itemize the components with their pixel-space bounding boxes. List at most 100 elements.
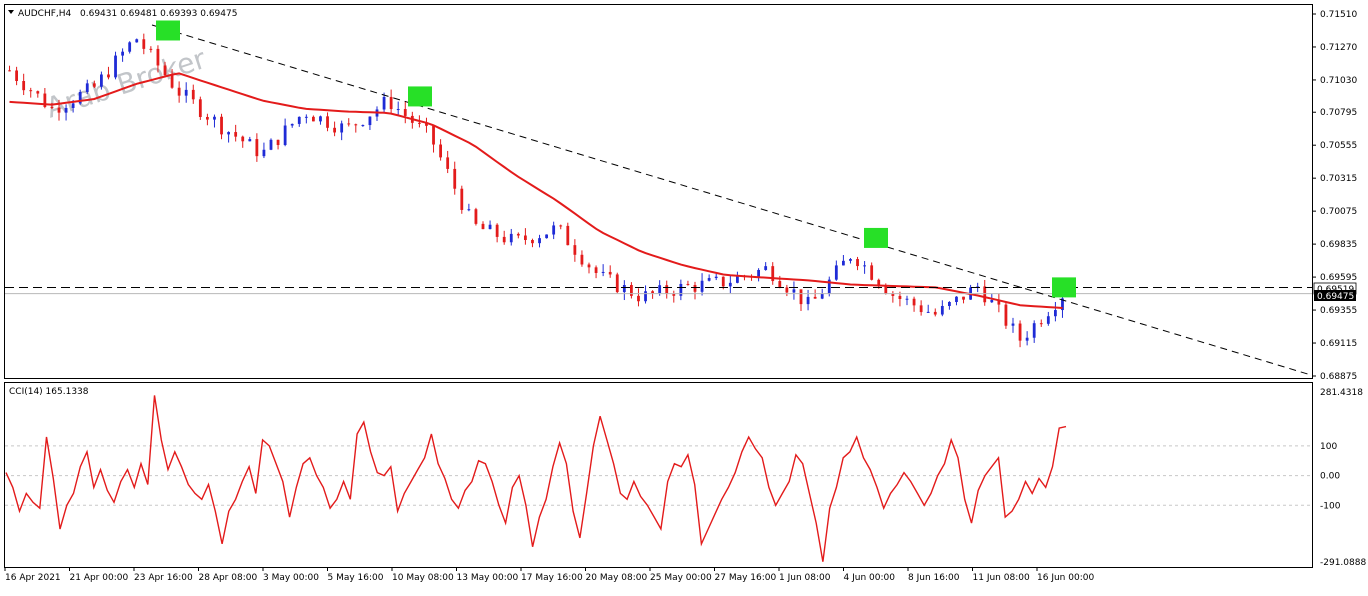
candle-body <box>1039 323 1043 325</box>
candle-body <box>418 122 421 124</box>
cci-axis: 281.4318 100 0.00 -100 -291.0888 <box>1320 388 1366 568</box>
candle-body <box>778 281 782 288</box>
candle-body <box>502 236 506 243</box>
touch-highlight-box <box>864 227 888 248</box>
candle-body <box>679 283 683 296</box>
touch-highlight-box <box>156 20 180 41</box>
candle-body <box>8 70 11 72</box>
candle-body <box>100 74 103 87</box>
candle-body <box>644 291 647 302</box>
candle-body <box>29 90 33 92</box>
candle-body <box>446 157 450 169</box>
price-axis: 0.71510 0.71270 0.71030 0.70795 0.70555 0.703… <box>1312 10 1357 382</box>
candles-layer <box>8 33 1064 348</box>
candle-body <box>467 209 471 211</box>
candle-body <box>107 74 110 78</box>
candle-body <box>630 285 633 296</box>
time-tick-label: 5 May 16:00 <box>328 573 384 583</box>
candle-body <box>785 287 789 293</box>
descending-trendline[interactable] <box>151 24 1313 376</box>
candle-body <box>220 116 223 135</box>
candle-body <box>276 139 280 146</box>
candle-body <box>22 81 26 91</box>
time-tick-label: 3 May 00:00 <box>263 573 319 583</box>
price-panel[interactable] <box>4 4 1313 379</box>
candle-body <box>78 91 82 104</box>
candle-body <box>15 70 18 82</box>
candle-body <box>333 127 336 133</box>
candle-body <box>241 136 245 142</box>
cci-title: CCI(14) 165.1338 <box>9 387 89 397</box>
candle-body <box>262 149 266 157</box>
candle-body <box>283 125 287 146</box>
candle-body <box>983 286 987 303</box>
time-tick-label: 16 Jun 00:00 <box>1037 573 1094 583</box>
time-tick-label: 20 May 08:00 <box>586 573 648 583</box>
cci-tick-label: -291.0888 <box>1320 558 1366 568</box>
candle-body <box>764 266 768 270</box>
candle-body <box>1046 316 1050 324</box>
candle-body <box>601 271 605 273</box>
candle-body <box>552 225 556 235</box>
candle-body <box>191 89 195 100</box>
price-tick-label: 0.71270 <box>1320 43 1357 53</box>
candle-body <box>255 139 259 157</box>
candle-body <box>198 99 202 117</box>
touch-highlight-box <box>408 86 432 107</box>
candle-body <box>721 276 725 287</box>
current-price-labels: 0.69519 0.69475 <box>1313 282 1357 302</box>
candle-body <box>425 122 428 126</box>
candle-body <box>57 107 61 113</box>
candle-body <box>622 285 626 293</box>
candle-body <box>1025 337 1029 341</box>
candle-body <box>43 93 47 107</box>
candle-body <box>728 282 732 287</box>
time-tick-label: 27 May 16:00 <box>715 573 777 583</box>
cci-panel[interactable] <box>4 382 1313 568</box>
price-tick-label: 0.69355 <box>1320 306 1357 316</box>
candle-body <box>432 125 435 145</box>
candle-body <box>806 296 810 305</box>
candle-body <box>1032 323 1036 338</box>
candle-body <box>354 124 358 126</box>
candle-body <box>919 305 923 313</box>
candle-body <box>163 65 167 76</box>
candle-body <box>693 284 697 292</box>
candle-body <box>926 311 930 313</box>
candle-body <box>495 224 499 237</box>
candle-body <box>594 267 598 273</box>
candle-body <box>884 286 888 294</box>
price-tick-label: 0.70795 <box>1320 108 1357 118</box>
price-tick-label: 0.68875 <box>1320 372 1357 382</box>
candle-body <box>453 168 457 189</box>
time-tick-label: 28 Apr 08:00 <box>199 573 258 583</box>
candle-body <box>227 132 230 135</box>
time-tick-label: 1 Jun 08:00 <box>779 573 831 583</box>
candle-body <box>948 302 951 306</box>
time-tick-label: 8 Jun 16:00 <box>908 573 960 583</box>
candle-body <box>177 87 181 96</box>
candle-body <box>898 295 902 300</box>
candle-body <box>128 42 132 52</box>
cci-tick-label: 281.4318 <box>1320 388 1363 398</box>
time-tick-label: 10 May 08:00 <box>392 573 454 583</box>
candle-body <box>955 296 958 303</box>
candle-body <box>813 296 817 299</box>
candle-body <box>672 293 676 296</box>
candle-body <box>488 224 492 230</box>
candle-body <box>319 116 322 122</box>
candle-body <box>842 260 845 266</box>
candle-body <box>114 55 117 78</box>
candle-body <box>573 245 577 255</box>
candle-body <box>206 116 209 120</box>
candle-body <box>481 223 485 230</box>
candle-body <box>792 289 796 293</box>
candle-body <box>771 266 775 282</box>
candle-body <box>997 299 1001 305</box>
candle-body <box>559 225 563 227</box>
price-tick-label: 0.70555 <box>1320 141 1357 151</box>
candle-body <box>962 296 965 300</box>
candle-body <box>757 269 760 277</box>
dropdown-triangle-icon[interactable] <box>8 10 14 14</box>
candle-body <box>121 51 124 56</box>
